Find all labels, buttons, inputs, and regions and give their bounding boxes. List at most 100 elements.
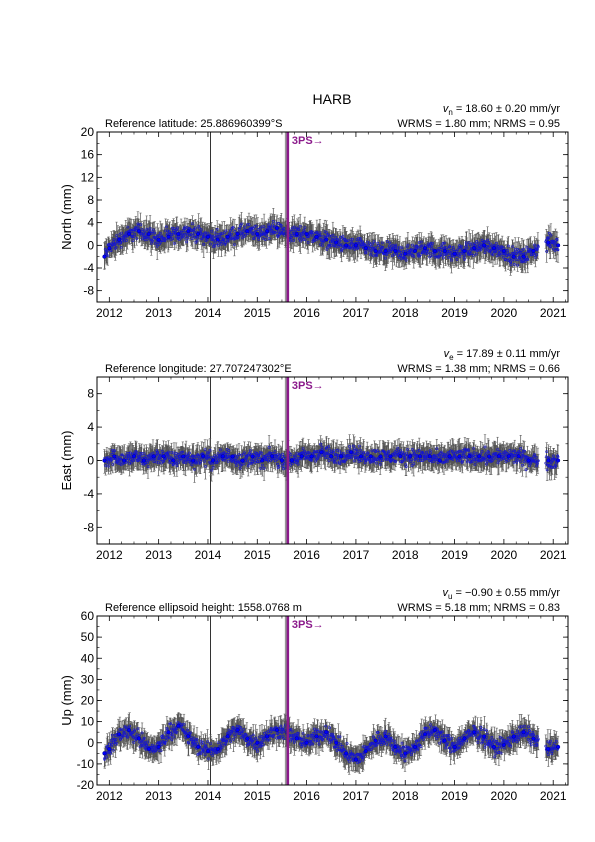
data-point	[171, 458, 176, 463]
data-point	[196, 744, 201, 750]
data-point	[432, 728, 437, 733]
data-point	[235, 728, 240, 733]
y-axis-label: East (mm)	[59, 431, 74, 491]
velocity-label: ve = 17.89 ± 0.11 mm/yr	[444, 348, 561, 362]
data-point	[176, 231, 181, 237]
data-point	[107, 747, 112, 752]
data-point	[467, 454, 472, 459]
data-point	[304, 740, 309, 745]
plot-area	[102, 132, 561, 302]
y-tick-label: 12	[81, 170, 95, 184]
data-point	[102, 254, 107, 259]
data-point	[501, 742, 506, 747]
data-point	[161, 454, 166, 459]
data-point	[136, 229, 141, 234]
data-point	[329, 454, 334, 459]
data-point	[491, 246, 497, 251]
x-tick-label: 2021	[540, 789, 567, 803]
y-tick-label: 4	[87, 420, 94, 434]
data-point	[289, 458, 294, 463]
data-point	[477, 454, 482, 459]
rms-label: WRMS = 1.38 mm; NRMS = 0.66	[397, 363, 560, 375]
offset-label: 3PS→	[292, 135, 324, 147]
y-tick-label: 60	[81, 609, 95, 623]
y-tick-label: -4	[83, 487, 94, 501]
data-point	[353, 243, 358, 248]
x-tick-label: 2021	[540, 548, 567, 562]
data-point	[255, 740, 260, 745]
data-point	[265, 229, 270, 234]
data-point	[314, 234, 319, 239]
velocity-label: vu = −0.90 ± 0.55 mm/yr	[443, 587, 561, 601]
data-point	[422, 732, 428, 737]
plot-area	[102, 616, 561, 785]
data-point	[299, 454, 304, 459]
data-point	[363, 246, 368, 251]
data-point	[265, 734, 270, 739]
data-point	[240, 458, 245, 463]
data-point	[166, 730, 171, 735]
x-tick-label: 2015	[244, 306, 271, 320]
reference-label: Reference latitude: 25.886960399°S	[105, 118, 282, 130]
panel-up: Reference ellipsoid height: 1558.0768 m W…	[59, 587, 569, 803]
data-point	[117, 732, 122, 737]
data-point	[324, 730, 329, 735]
data-point	[314, 734, 319, 739]
data-point	[334, 240, 339, 245]
data-point	[127, 728, 132, 733]
data-point	[511, 734, 516, 739]
data-point	[403, 751, 408, 756]
x-tick-label: 2014	[195, 789, 222, 803]
y-tick-label: 0	[87, 736, 94, 750]
velocity-label: vn = 18.60 ± 0.20 mm/yr	[443, 103, 561, 117]
data-point	[378, 454, 383, 459]
data-point	[151, 454, 156, 459]
data-point	[270, 454, 275, 459]
data-point	[131, 454, 137, 459]
plot-frame	[96, 615, 569, 786]
x-tick-label: 2018	[392, 789, 419, 803]
data-point	[176, 723, 181, 728]
data-point	[141, 458, 146, 463]
data-point	[417, 454, 423, 459]
data-point	[200, 454, 206, 459]
data-point	[279, 458, 284, 463]
x-tick-label: 2017	[343, 789, 370, 803]
x-tick-label: 2019	[441, 789, 468, 803]
data-point	[413, 248, 418, 254]
data-point	[156, 237, 161, 242]
panel-north: Reference latitude: 25.886960399°S WRMS =…	[59, 103, 569, 320]
data-point	[511, 254, 516, 259]
data-point	[487, 454, 492, 459]
data-point	[546, 240, 551, 245]
x-tick-label: 2020	[491, 789, 518, 803]
data-point	[442, 248, 447, 254]
data-point	[102, 751, 107, 756]
data-point	[472, 246, 477, 251]
data-point	[452, 251, 457, 256]
error-bar-caps	[103, 434, 560, 483]
y-tick-label: 50	[81, 630, 95, 644]
data-point	[127, 231, 132, 237]
observations	[102, 712, 561, 775]
data-point	[408, 454, 413, 459]
data-point	[442, 738, 447, 743]
x-tick-label: 2016	[293, 789, 320, 803]
data-point	[294, 736, 299, 741]
data-point	[462, 736, 467, 741]
panel-east: Reference longitude: 27.707247302°E WRMS …	[59, 348, 569, 562]
data-point	[383, 248, 388, 254]
data-point	[427, 454, 432, 459]
data-point	[546, 458, 551, 463]
data-point	[516, 454, 521, 459]
data-point	[344, 751, 349, 756]
data-point	[274, 728, 280, 733]
observation-points	[103, 721, 560, 765]
data-point	[344, 243, 349, 248]
y-tick-label: 40	[81, 651, 95, 665]
data-point	[146, 231, 151, 237]
x-tick-label: 2013	[145, 306, 172, 320]
data-point	[447, 454, 452, 459]
x-tick-label: 2019	[441, 306, 468, 320]
y-tick-label: -8	[83, 520, 94, 534]
